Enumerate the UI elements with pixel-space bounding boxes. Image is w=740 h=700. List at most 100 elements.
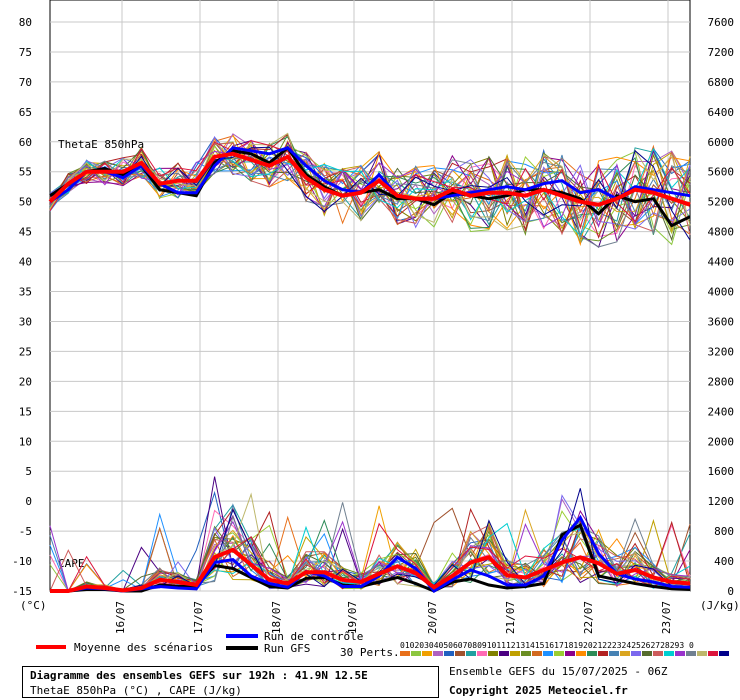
legend-pert-swatch — [653, 651, 663, 656]
legend-pert-swatch — [411, 651, 421, 656]
left-tick-label: 70 — [19, 76, 32, 89]
left-tick-label: 55 — [19, 166, 32, 179]
legend-pert-swatch — [686, 651, 696, 656]
right-tick-label: 6400 — [708, 106, 735, 119]
left-tick-label: 5 — [25, 465, 32, 478]
right-axis-unit: (J/kg) — [700, 599, 740, 612]
chart-title: Diagramme des ensembles GEFS sur 192h : … — [30, 669, 368, 682]
legend-pert-swatch — [422, 651, 432, 656]
left-tick-label: 50 — [19, 196, 32, 209]
legend-pert-swatch — [708, 651, 718, 656]
legend-pert-swatch — [433, 651, 443, 656]
legend-pert-swatch — [455, 651, 465, 656]
legend-pert-swatch — [620, 651, 630, 656]
chart-subtitle: ThetaE 850hPa (°C) , CAPE (J/kg) — [30, 684, 242, 697]
right-tick-label: 1200 — [708, 495, 735, 508]
mean-cape-line — [50, 547, 691, 593]
legend-pert-swatch — [554, 651, 564, 656]
left-tick-label: 10 — [19, 435, 32, 448]
legend-pert-swatch — [521, 651, 531, 656]
right-tick-label: 2800 — [708, 375, 735, 388]
x-tick-label: 22/07 — [582, 601, 595, 634]
legend-pert-swatch — [631, 651, 641, 656]
left-tick-label: -15 — [12, 585, 32, 598]
perturbation-27-cape-line — [50, 502, 691, 592]
perturbation-29-thetae-line — [49, 140, 691, 230]
x-tick-label: 18/07 — [270, 601, 283, 634]
x-tick-label: 16/07 — [114, 601, 127, 634]
x-tick-label: 21/07 — [504, 601, 517, 634]
legend-pert-swatch — [719, 651, 729, 656]
legend-pert-swatch — [400, 651, 410, 656]
x-tick-label: 20/07 — [426, 601, 439, 634]
legend-pert-swatch — [510, 651, 520, 656]
perturbation-28-thetae-line — [49, 132, 691, 231]
left-tick-label: 75 — [19, 46, 32, 59]
legend-pert-swatch — [532, 651, 542, 656]
left-tick-label: 45 — [19, 226, 32, 239]
right-tick-label: 4400 — [708, 256, 735, 269]
left-tick-label: 80 — [19, 16, 32, 29]
right-tick-label: 6000 — [708, 136, 735, 149]
right-tick-label: 3200 — [708, 345, 735, 358]
legend-gfs-label: Run GFS — [264, 642, 310, 655]
legend-pert-swatch — [664, 651, 674, 656]
right-tick-label: 4000 — [708, 286, 735, 299]
plot-frame — [49, 0, 691, 592]
right-tick-label: 7600 — [708, 16, 735, 29]
left-tick-label: -10 — [12, 555, 32, 568]
legend-pert-swatch — [565, 651, 575, 656]
cape-label: CAPE — [58, 557, 85, 570]
x-tick-label: 19/07 — [346, 601, 359, 634]
left-tick-label: 35 — [19, 286, 32, 299]
left-tick-label: 30 — [19, 315, 32, 328]
left-tick-label: 65 — [19, 106, 32, 119]
left-tick-label: 0 — [25, 495, 32, 508]
left-tick-label: 40 — [19, 256, 32, 269]
left-tick-label: -5 — [19, 525, 32, 538]
thetae-label: ThetaE 850hPa — [58, 138, 144, 151]
legend-pert-swatch — [642, 651, 652, 656]
perturbation-20-thetae-line — [49, 154, 691, 237]
legend-pert-swatch — [499, 651, 509, 656]
copyright-label: Copyright 2025 Meteociel.fr — [449, 684, 628, 697]
legend-pert-swatch — [598, 651, 608, 656]
right-tick-label: 3600 — [708, 315, 735, 328]
left-tick-label: 15 — [19, 405, 32, 418]
right-tick-label: 2400 — [708, 405, 735, 418]
chart-title-box: Diagramme des ensembles GEFS sur 192h : … — [22, 666, 439, 698]
right-tick-label: 1600 — [708, 465, 735, 478]
legend-pert-swatch — [488, 651, 498, 656]
ensemble-run-label: Ensemble GEFS du 15/07/2025 - 06Z — [449, 665, 668, 678]
legend-pert-swatch — [477, 651, 487, 656]
legend-pert-swatch — [675, 651, 685, 656]
left-tick-label: 60 — [19, 136, 32, 149]
control-cape-line — [50, 514, 691, 593]
right-tick-label: 5200 — [708, 196, 735, 209]
mean-thetae-line — [48, 151, 691, 207]
left-axis-unit: (°C) — [20, 599, 47, 612]
legend-pert-numbers: 0102030405060708091011121314151617181920… — [400, 641, 694, 650]
right-tick-label: 5600 — [708, 166, 735, 179]
legend-pert-swatch — [609, 651, 619, 656]
right-tick-label: 4800 — [708, 226, 735, 239]
left-tick-label: 20 — [19, 375, 32, 388]
legend-pert-swatch — [444, 651, 454, 656]
right-tick-label: 7200 — [708, 46, 735, 59]
x-tick-label: 17/07 — [192, 601, 205, 634]
legend-pert-swatch — [466, 651, 476, 656]
legend-pert-swatch — [543, 651, 553, 656]
legend-pert-swatch — [576, 651, 586, 656]
legend-pert-swatch — [587, 651, 597, 656]
legend-perts-label: 30 Perts. — [340, 646, 400, 659]
right-tick-label: 800 — [714, 525, 734, 538]
right-tick-label: 0 — [727, 585, 734, 598]
right-tick-label: 400 — [714, 555, 734, 568]
left-tick-label: 25 — [19, 345, 32, 358]
legend-control-label: Run de contrôle — [264, 630, 363, 643]
perturbation-29-cape-line — [50, 522, 691, 592]
legend-mean-label: Moyenne des scénarios — [74, 641, 213, 654]
right-tick-label: 2000 — [708, 435, 735, 448]
